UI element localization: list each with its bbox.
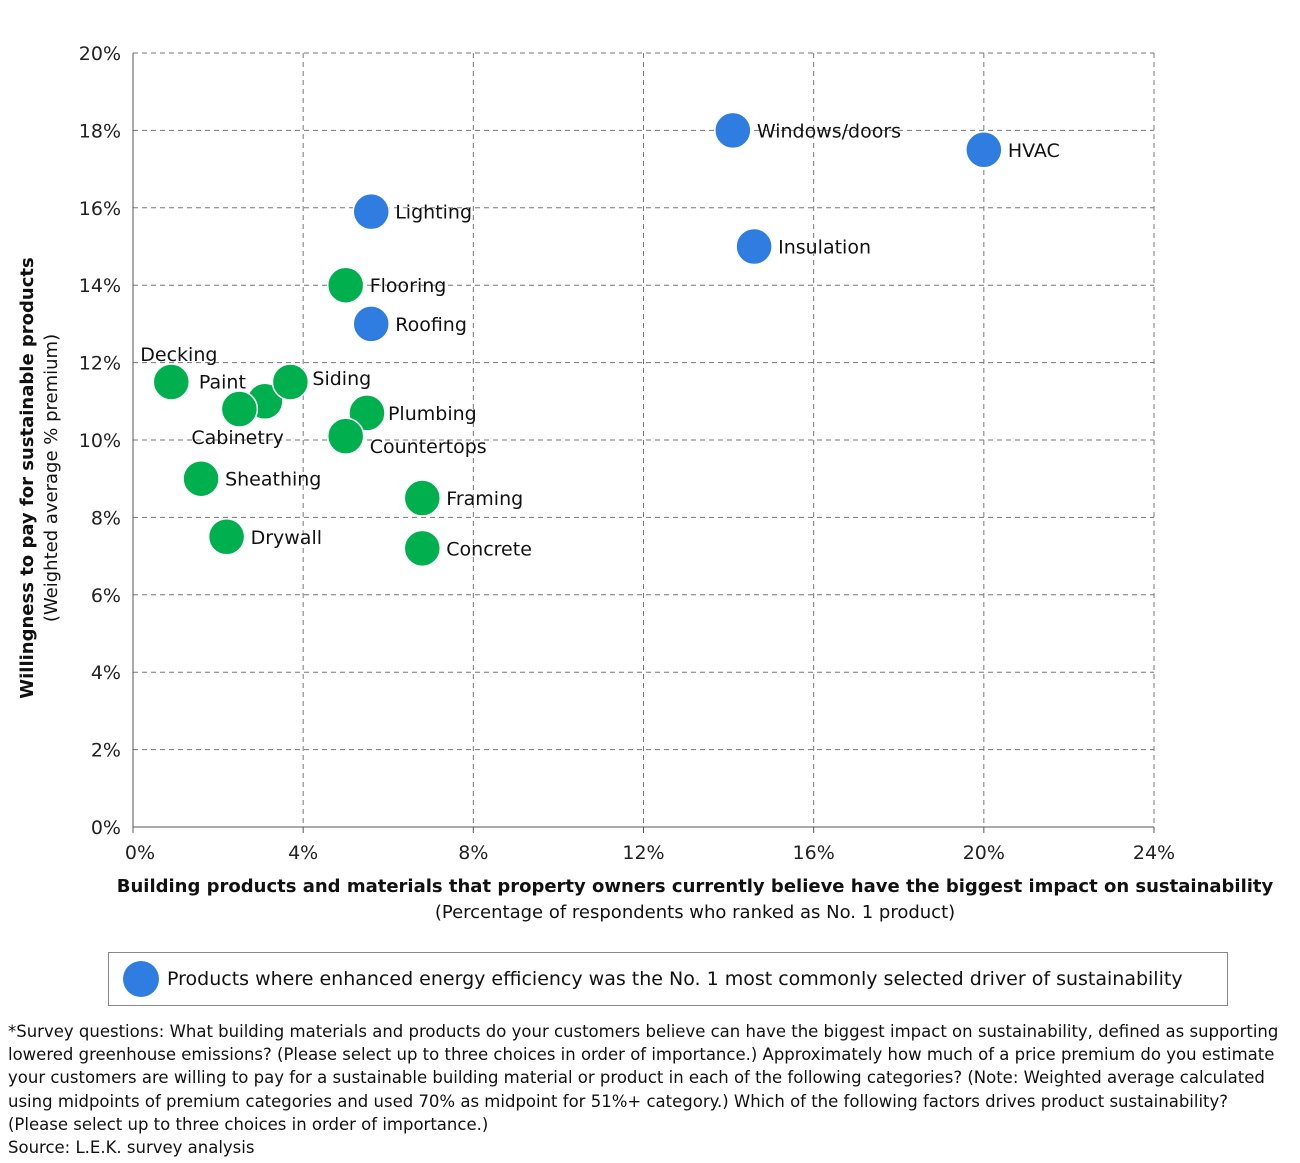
point-label-roofing: Roofing xyxy=(395,314,467,336)
y-tick-label: 0% xyxy=(91,817,121,839)
point-concrete xyxy=(403,529,442,568)
y-axis-label: Willingness to pay for sustainable produ… xyxy=(17,257,38,699)
legend-label: Products where enhanced energy efficienc… xyxy=(167,968,1183,990)
footnote: *Survey questions: What building materia… xyxy=(8,1020,1293,1159)
point-label-plumbing: Plumbing xyxy=(388,403,477,425)
point-roofing xyxy=(352,305,390,343)
y-tick-label: 4% xyxy=(91,662,121,684)
point-framing xyxy=(403,479,442,517)
point-sheathing xyxy=(182,459,220,498)
y-axis-title: Willingness to pay for sustainable produ… xyxy=(16,257,64,698)
point-label-sheathing: Sheathing xyxy=(225,469,321,491)
point-label-drywall: Drywall xyxy=(251,527,322,549)
point-label-hvac: HVAC xyxy=(1008,140,1060,162)
y-axis-sublabel: (Weighted average % premium) xyxy=(41,333,62,623)
point-label-insulation: Insulation xyxy=(778,237,871,259)
point-flooring xyxy=(326,266,365,304)
point-decking xyxy=(152,363,191,401)
x-tick-label: 20% xyxy=(963,842,1005,864)
point-cabinetry xyxy=(220,390,259,428)
point-label-framing: Framing xyxy=(446,488,523,510)
y-tick-label: 12% xyxy=(79,353,121,375)
y-tick-label: 20% xyxy=(79,43,121,65)
point-siding xyxy=(271,363,310,401)
point-label-flooring: Flooring xyxy=(370,275,447,297)
legend: Products where enhanced energy efficienc… xyxy=(108,952,1228,1006)
scatter-chart: 0% 2% 4% 6% 8% 10% 12% 14% 16% 18% 20% 0% 4% 8% 12% 16%… xyxy=(79,43,1175,864)
point-drywall xyxy=(207,518,246,556)
y-tick-label: 14% xyxy=(79,275,121,297)
point-windows-doors xyxy=(714,111,752,150)
x-axis-label: Building products and materials that pro… xyxy=(0,876,1300,897)
x-tick-label: 4% xyxy=(288,842,318,864)
point-label-countertops: Countertops xyxy=(370,436,487,458)
point-label-siding: Siding xyxy=(312,368,371,390)
point-plumbing xyxy=(348,394,386,432)
point-label-paint: Paint xyxy=(199,371,246,393)
x-tick-label: 16% xyxy=(793,842,835,864)
x-tick-label: 8% xyxy=(458,842,488,864)
y-tick-label: 10% xyxy=(79,430,121,452)
point-lighting xyxy=(352,192,390,231)
point-label-windows-doors: Windows/doors xyxy=(757,120,901,142)
x-axis-sublabel: (Percentage of respondents who ranked as… xyxy=(434,902,956,923)
x-tick-label: 24% xyxy=(1133,842,1175,864)
point-hvac xyxy=(965,131,1003,169)
x-tick-label: 0% xyxy=(125,842,155,864)
y-tick-label: 18% xyxy=(79,120,121,142)
legend-marker-blue xyxy=(123,961,159,997)
x-axis-label-text: Building products and materials that pro… xyxy=(116,876,1274,897)
point-label-decking: Decking xyxy=(140,344,217,366)
point-countertops xyxy=(326,417,365,455)
y-tick-label: 6% xyxy=(91,585,121,607)
x-tick-label: 12% xyxy=(622,842,664,864)
footnote-survey: *Survey questions: What building materia… xyxy=(8,1022,1279,1134)
y-tick-label: 8% xyxy=(91,507,121,529)
y-tick-label: 2% xyxy=(91,740,121,762)
point-label-concrete: Concrete xyxy=(446,538,532,560)
y-tick-label: 16% xyxy=(79,198,121,220)
point-insulation xyxy=(735,227,773,266)
point-label-lighting: Lighting xyxy=(395,202,472,224)
footnote-source: Source: L.E.K. survey analysis xyxy=(8,1138,255,1158)
point-label-cabinetry: Cabinetry xyxy=(191,427,284,449)
